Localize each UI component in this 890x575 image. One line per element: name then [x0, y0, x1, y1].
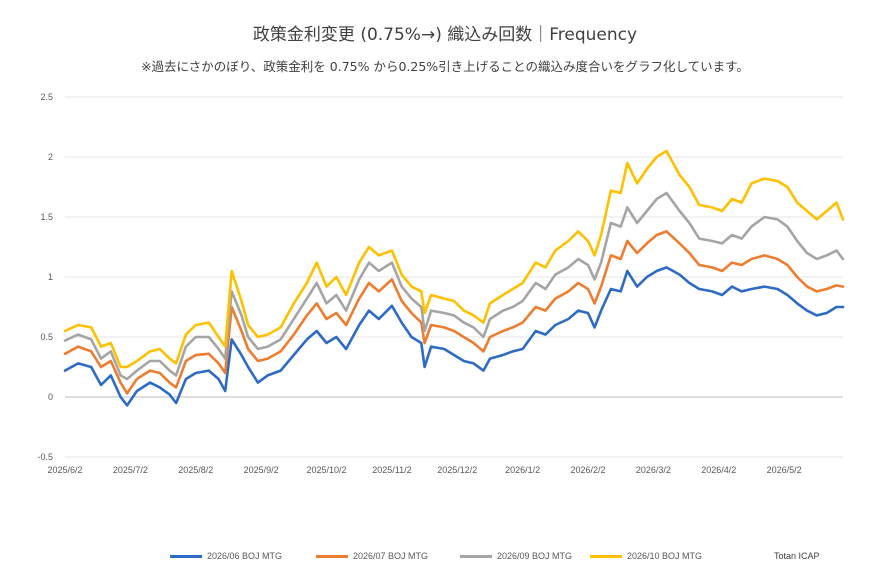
x-tick-label: 2025/8/2	[178, 465, 213, 475]
legend-label-2026-07: 2026/07 BOJ MTG	[353, 551, 429, 561]
x-tick-label: 2025/11/2	[372, 465, 411, 475]
legend-item-2026-06: 2026/06 BOJ MTG	[170, 551, 282, 561]
legend-item-2026-07: 2026/07 BOJ MTG	[316, 551, 428, 561]
y-tick-label: 2	[48, 152, 53, 162]
y-tick-label: 1.5	[40, 212, 53, 222]
x-tick-label: 2026/4/2	[701, 465, 736, 475]
x-tick-label: 2026/3/2	[636, 465, 671, 475]
x-tick-label: 2026/5/2	[767, 465, 802, 475]
y-tick-label: 0.5	[40, 332, 53, 342]
y-tick-label: -0.5	[37, 452, 53, 462]
legend-swatch-2026-10	[590, 554, 622, 558]
x-tick-label: 2025/6/2	[47, 465, 82, 475]
legend-item-2026-09: 2026/09 BOJ MTG	[460, 551, 572, 561]
legend-swatch-2026-09	[460, 554, 492, 558]
y-tick-label: 1	[48, 272, 53, 282]
legend-swatch-2026-07	[316, 554, 348, 558]
x-tick-label: 2025/9/2	[244, 465, 279, 475]
legend-label-2026-09: 2026/09 BOJ MTG	[497, 551, 573, 561]
series-line-2026-06	[63, 266, 845, 407]
x-tick-label: 2025/10/2	[306, 465, 346, 475]
x-tick-label: 2025/12/2	[437, 465, 477, 475]
x-tick-label: 2026/1/2	[505, 465, 540, 475]
x-tick-label: 2026/2/2	[571, 465, 606, 475]
legend-label-2026-06: 2026/06 BOJ MTG	[207, 551, 283, 561]
legend-item-2026-10: 2026/10 BOJ MTG	[590, 551, 702, 561]
series-line-2026-09	[63, 191, 845, 381]
series-line-2026-07	[63, 230, 845, 395]
chart-title: 政策金利変更 (0.75%→) 織込み回数｜Frequency	[252, 25, 638, 45]
x-tick-label: 2025/7/2	[113, 465, 148, 475]
legend-swatch-2026-06	[170, 554, 202, 558]
source-label: Totan ICAP	[774, 551, 820, 561]
y-tick-label: 2.5	[40, 92, 53, 102]
chart-subtitle: ※過去にさかのぼり、政策金利を 0.75% から0.25%引き上げることの織込み…	[141, 59, 749, 74]
legend-label-2026-10: 2026/10 BOJ MTG	[627, 551, 703, 561]
series-line-2026-10	[63, 149, 845, 369]
y-tick-label: 0	[48, 392, 53, 402]
